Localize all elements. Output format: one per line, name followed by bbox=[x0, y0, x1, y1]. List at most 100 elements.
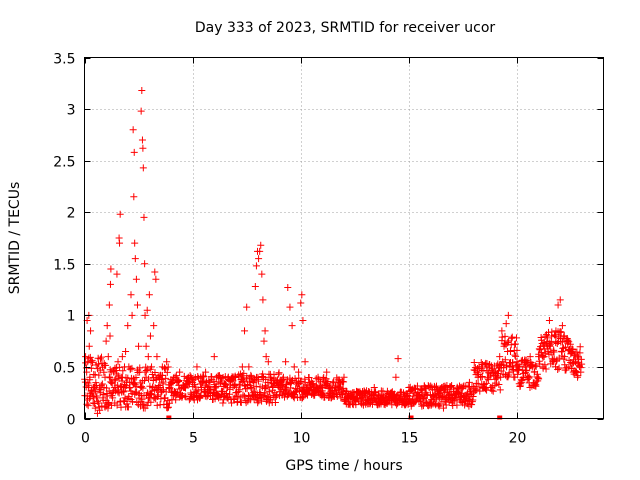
data-point bbox=[526, 384, 534, 392]
data-point bbox=[282, 358, 290, 366]
data-point bbox=[434, 401, 442, 409]
data-point bbox=[260, 337, 268, 345]
data-point bbox=[84, 384, 92, 392]
data-point bbox=[554, 301, 562, 309]
data-point bbox=[262, 353, 270, 361]
data-point bbox=[141, 311, 149, 319]
data-point bbox=[513, 334, 521, 342]
data-point bbox=[130, 148, 138, 156]
data-point bbox=[573, 352, 581, 360]
x-tick-label: 5 bbox=[189, 431, 198, 447]
data-point bbox=[330, 378, 338, 386]
data-point bbox=[561, 343, 569, 351]
data-point bbox=[468, 401, 476, 409]
data-point bbox=[427, 399, 434, 407]
data-point bbox=[417, 386, 425, 394]
data-point bbox=[304, 391, 312, 399]
data-point bbox=[106, 332, 114, 340]
data-point bbox=[255, 255, 263, 263]
data-point bbox=[159, 378, 167, 386]
data-point bbox=[478, 373, 486, 381]
data-point bbox=[188, 375, 196, 383]
data-point bbox=[565, 363, 573, 371]
data-point bbox=[252, 262, 260, 270]
data-point bbox=[295, 368, 303, 376]
data-point bbox=[90, 384, 98, 392]
data-point bbox=[507, 347, 515, 355]
data-point bbox=[375, 399, 383, 407]
data-point bbox=[114, 358, 122, 366]
data-point bbox=[87, 358, 95, 366]
data-point bbox=[511, 351, 519, 359]
data-point bbox=[331, 384, 339, 392]
x-tick-label: 20 bbox=[509, 431, 527, 447]
data-point bbox=[292, 378, 300, 386]
data-point bbox=[370, 384, 378, 392]
data-point bbox=[545, 317, 553, 325]
data-point bbox=[379, 394, 387, 402]
data-point bbox=[102, 337, 110, 345]
data-point bbox=[431, 384, 439, 392]
data-point bbox=[352, 401, 360, 409]
data-point bbox=[173, 376, 181, 384]
data-point bbox=[392, 373, 400, 381]
data-point bbox=[498, 327, 506, 335]
x-tick-label: 10 bbox=[293, 431, 311, 447]
y-tick-label: 1.5 bbox=[53, 258, 75, 274]
data-point bbox=[193, 389, 201, 397]
data-point bbox=[215, 394, 223, 402]
data-point bbox=[249, 389, 257, 397]
data-point bbox=[563, 337, 571, 345]
data-point bbox=[232, 389, 240, 397]
data-point bbox=[171, 389, 179, 397]
data-point bbox=[260, 392, 268, 400]
data-point bbox=[526, 353, 534, 361]
data-point bbox=[124, 403, 132, 411]
data-point bbox=[518, 377, 526, 385]
data-point bbox=[101, 373, 109, 381]
data-point bbox=[478, 384, 486, 392]
data-point bbox=[511, 340, 519, 348]
data-point bbox=[221, 380, 229, 388]
gap-marker bbox=[166, 415, 172, 420]
data-point bbox=[279, 375, 287, 383]
data-point bbox=[266, 373, 274, 381]
data-point bbox=[291, 375, 299, 383]
data-point bbox=[254, 399, 262, 407]
data-point bbox=[333, 392, 341, 400]
data-point bbox=[112, 384, 120, 392]
data-point bbox=[150, 394, 158, 402]
data-point bbox=[152, 275, 160, 283]
data-point bbox=[116, 239, 124, 247]
data-point bbox=[138, 136, 146, 144]
data-point bbox=[574, 373, 582, 381]
data-point bbox=[109, 394, 117, 402]
data-point bbox=[267, 375, 275, 383]
data-point bbox=[193, 363, 201, 371]
data-point bbox=[184, 373, 192, 381]
data-point bbox=[105, 301, 113, 309]
data-point bbox=[264, 358, 272, 366]
data-point bbox=[452, 394, 460, 402]
data-point bbox=[396, 389, 404, 397]
data-point bbox=[288, 322, 296, 330]
data-point bbox=[158, 371, 166, 379]
data-point bbox=[573, 348, 581, 356]
data-point bbox=[336, 389, 344, 397]
data-point bbox=[275, 384, 283, 392]
data-point bbox=[556, 296, 564, 304]
data-point bbox=[286, 303, 294, 311]
data-point bbox=[422, 389, 430, 397]
data-point bbox=[138, 87, 146, 95]
data-point bbox=[566, 340, 574, 348]
data-point bbox=[143, 402, 151, 410]
data-point bbox=[271, 399, 279, 407]
data-point bbox=[433, 382, 440, 390]
data-point bbox=[401, 394, 409, 402]
data-point bbox=[569, 368, 577, 376]
data-point bbox=[357, 399, 365, 407]
data-point bbox=[128, 364, 136, 372]
data-point bbox=[153, 353, 161, 361]
data-point bbox=[130, 193, 138, 201]
data-point bbox=[92, 394, 100, 402]
